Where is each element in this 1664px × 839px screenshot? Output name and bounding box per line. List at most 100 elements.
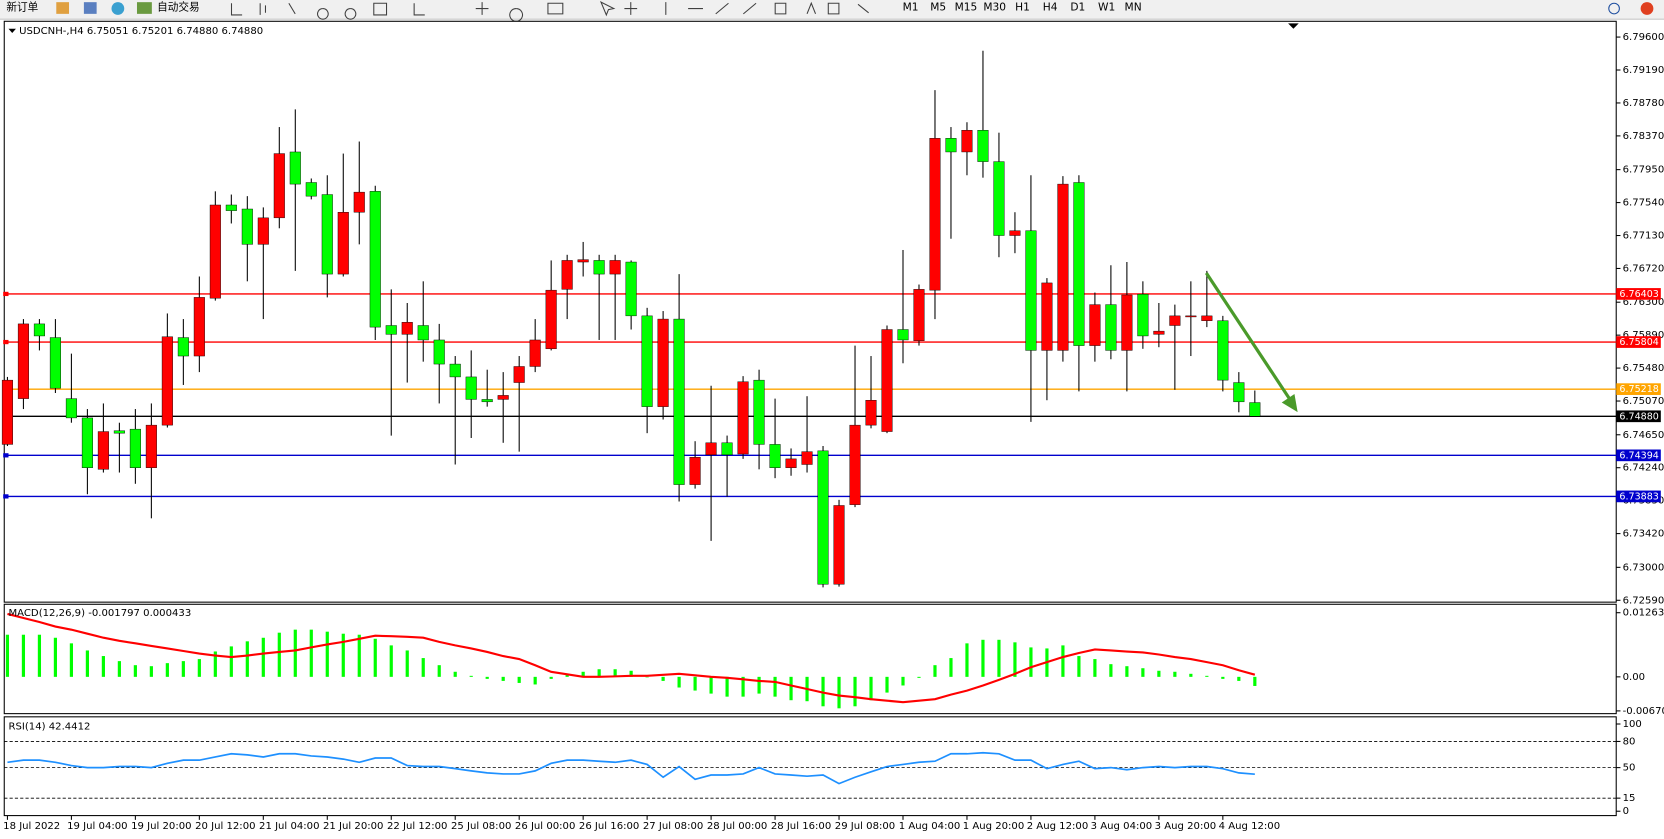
trend-arrow — [1204, 272, 1298, 413]
auto-trade-icon[interactable] — [136, 2, 152, 14]
candle-body — [1249, 402, 1261, 417]
macd-bar — [1029, 647, 1033, 677]
y-tick-label: -0.006709 — [1623, 706, 1664, 717]
timeframe-button[interactable]: W1 — [1098, 0, 1115, 13]
macd-bar — [933, 665, 937, 677]
candle-body — [993, 161, 1005, 236]
y-tick-label: 0.00 — [1623, 672, 1645, 683]
macd-bar — [373, 638, 377, 677]
timeframe-button[interactable]: M30 — [983, 0, 1006, 13]
x-tick-label: 19 Jul 04:00 — [67, 821, 127, 832]
candle-body — [625, 261, 637, 317]
macd-bar — [549, 676, 553, 679]
macd-bar — [1093, 659, 1097, 677]
icon[interactable] — [56, 2, 70, 14]
candle-body — [593, 260, 605, 275]
macd-bar — [565, 674, 569, 677]
y-tick-label: 6.78370 — [1623, 131, 1664, 142]
y-tick-label: 6.79600 — [1623, 32, 1664, 43]
search-icon[interactable] — [1608, 2, 1620, 15]
x-tick-label: 18 Jul 2022 — [3, 821, 60, 832]
macd-bar — [229, 646, 233, 677]
macd-bar — [533, 676, 537, 685]
timeframe-button[interactable]: D1 — [1070, 0, 1085, 13]
level-marker — [3, 339, 9, 345]
candle-body — [145, 424, 157, 468]
candle-body — [193, 297, 205, 357]
symbol-menu[interactable] — [8, 28, 16, 33]
macd-bar — [117, 661, 121, 677]
new-order-button[interactable]: 新订单 — [6, 0, 38, 13]
x-tick-label: 27 Jul 08:00 — [643, 821, 703, 832]
x-tick-label: 22 Jul 12:00 — [387, 821, 447, 832]
y-tick-label: 15 — [1623, 793, 1636, 804]
candle-body — [753, 379, 765, 445]
notification-icon[interactable] — [1640, 2, 1654, 15]
timeframe-button[interactable]: M15 — [955, 0, 978, 13]
x-tick-label: 4 Aug 12:00 — [1219, 821, 1281, 832]
level-label: 6.74880 — [1619, 411, 1658, 422]
candle-body — [129, 428, 141, 468]
candle-body — [417, 325, 429, 341]
level-label: 6.76403 — [1619, 289, 1658, 300]
y-tick-label: 6.75070 — [1623, 396, 1664, 407]
macd-bar — [517, 676, 521, 683]
level-label-box — [1616, 336, 1661, 348]
candle-body — [209, 204, 221, 299]
candle-body — [641, 315, 653, 407]
candle-body — [1121, 294, 1133, 351]
candle-body — [1041, 282, 1053, 351]
y-tick-label: 100 — [1623, 719, 1642, 730]
auto-trade-button[interactable]: 自动交易 — [157, 0, 199, 13]
macd-bar — [581, 671, 585, 677]
macd-bar — [597, 669, 601, 677]
shift-marker — [1288, 23, 1299, 29]
macd-bar — [997, 639, 1001, 677]
macd-bar — [469, 675, 473, 677]
icon[interactable] — [83, 2, 97, 14]
level-label: 6.75218 — [1619, 384, 1658, 395]
candle-body — [17, 323, 29, 399]
candle-body — [817, 450, 829, 585]
macd-bar — [1253, 676, 1257, 686]
macd-bar — [917, 676, 921, 678]
candle-body — [865, 400, 877, 426]
candle-body — [1185, 315, 1197, 318]
x-tick-label: 21 Jul 04:00 — [259, 821, 319, 832]
candle-body — [833, 505, 845, 585]
candle-body — [481, 399, 493, 403]
rsi-title: RSI(14) 42.4412 — [8, 721, 90, 732]
plot: 6.79600 6.79190 6.78780 6.78370 6.77950 6.775… — [1, 32, 1664, 832]
candle-body — [97, 431, 109, 470]
candle-body — [33, 323, 45, 337]
timeframe-button[interactable]: H1 — [1015, 0, 1030, 13]
macd-bar — [837, 676, 841, 709]
macd-bar — [421, 658, 425, 677]
candle-body — [945, 138, 957, 153]
timeframe-button[interactable]: H4 — [1043, 0, 1058, 13]
timeframe-button[interactable]: M5 — [930, 0, 946, 13]
macd-bar — [69, 643, 73, 677]
candle-body — [721, 442, 733, 456]
x-tick-label: 2 Aug 12:00 — [1027, 821, 1089, 832]
macd-bar — [1141, 668, 1145, 677]
macd-bar — [1013, 642, 1017, 677]
y-tick-label: 6.76300 — [1623, 297, 1664, 308]
macd-bar — [869, 676, 873, 701]
level-label-box — [1616, 449, 1661, 462]
candle-body — [161, 336, 173, 426]
macd-bar — [85, 650, 89, 677]
candle-body — [1153, 330, 1165, 335]
timeframe-button[interactable]: M1 — [903, 0, 919, 13]
macd-bar — [277, 632, 281, 677]
x-tick-label: 1 Aug 20:00 — [963, 821, 1025, 832]
candle-body — [785, 458, 797, 468]
macd-bar — [1189, 673, 1193, 677]
y-tick-label: 6.77130 — [1623, 231, 1664, 242]
main-pane — [3, 20, 1617, 603]
icon[interactable] — [111, 2, 125, 15]
timeframe-button[interactable]: MN — [1125, 0, 1142, 13]
macd-bar — [453, 671, 457, 677]
